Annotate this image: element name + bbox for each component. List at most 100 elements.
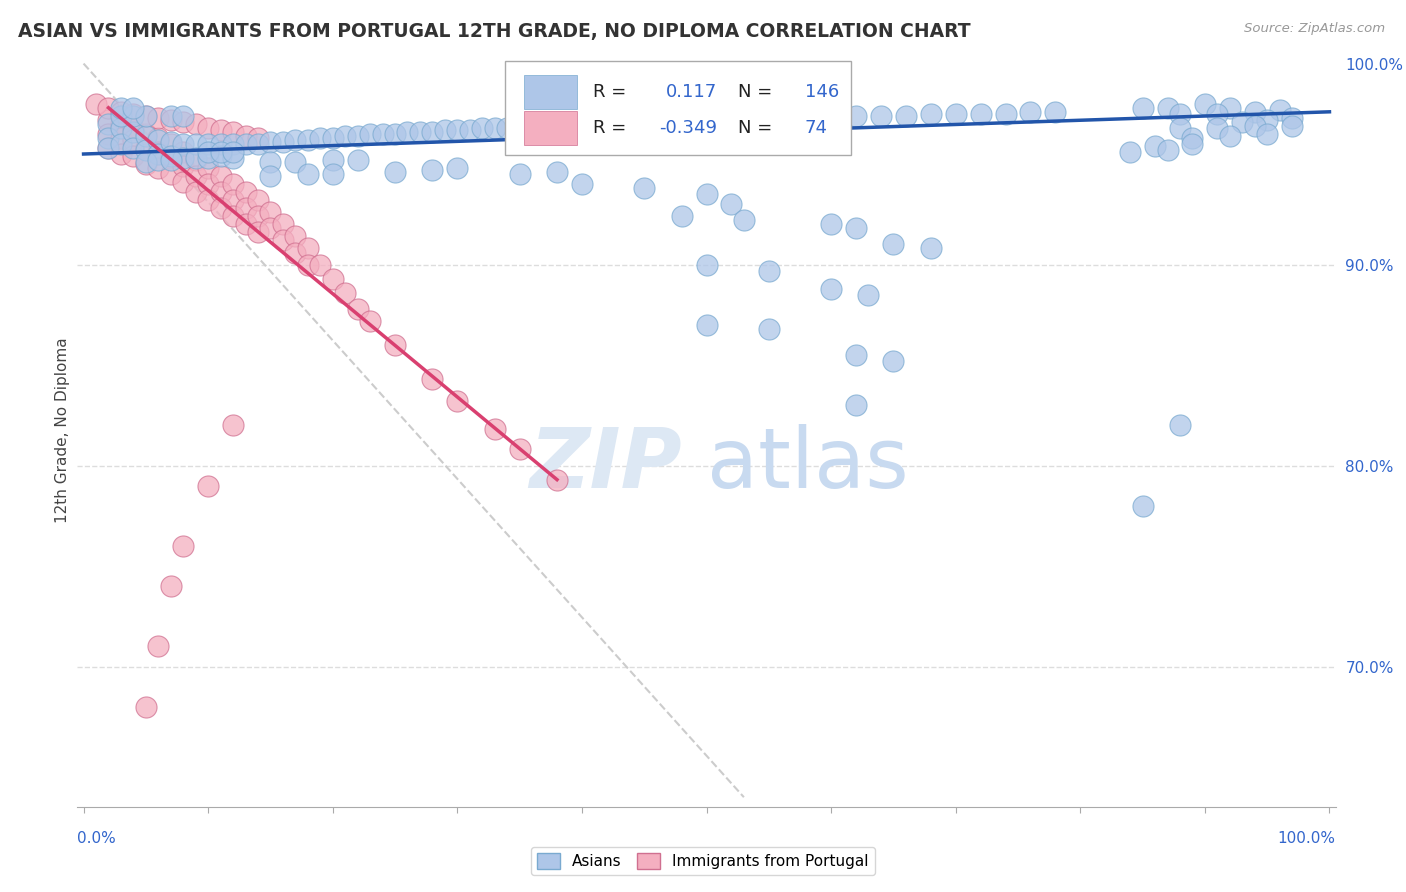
Text: 0.0%: 0.0% bbox=[77, 831, 117, 847]
Point bbox=[409, 125, 432, 139]
Point bbox=[222, 145, 245, 159]
Point bbox=[97, 141, 120, 155]
Point bbox=[148, 153, 170, 167]
Point bbox=[172, 109, 194, 123]
Point bbox=[122, 101, 145, 115]
Point bbox=[110, 147, 132, 161]
Point bbox=[335, 285, 357, 300]
Point bbox=[520, 119, 543, 133]
Point bbox=[271, 135, 294, 149]
Point bbox=[496, 120, 519, 135]
Point bbox=[235, 218, 257, 232]
Point bbox=[509, 442, 531, 457]
Text: 74: 74 bbox=[804, 120, 828, 137]
Point bbox=[246, 136, 269, 151]
Point bbox=[235, 136, 257, 151]
Point bbox=[122, 109, 145, 123]
Point bbox=[184, 153, 207, 167]
Point bbox=[845, 109, 868, 123]
Point bbox=[1219, 101, 1241, 115]
Point bbox=[122, 107, 145, 121]
Point bbox=[845, 221, 868, 235]
Point bbox=[1232, 115, 1254, 129]
Point bbox=[110, 136, 132, 151]
Point bbox=[1168, 120, 1191, 135]
Text: 0.117: 0.117 bbox=[666, 83, 717, 101]
Point bbox=[322, 167, 344, 181]
Point bbox=[222, 418, 245, 433]
Point bbox=[509, 167, 531, 181]
Point bbox=[335, 128, 357, 143]
Point bbox=[209, 123, 232, 137]
Text: -0.349: -0.349 bbox=[658, 120, 717, 137]
Text: ZIP: ZIP bbox=[529, 424, 682, 505]
Point bbox=[633, 181, 655, 195]
Point bbox=[546, 165, 568, 179]
Text: atlas: atlas bbox=[707, 424, 908, 505]
Point bbox=[209, 169, 232, 183]
Point bbox=[620, 115, 643, 129]
Point bbox=[148, 640, 170, 654]
Point bbox=[396, 125, 419, 139]
Point bbox=[1144, 139, 1167, 153]
Text: N =: N = bbox=[738, 83, 772, 101]
Point bbox=[720, 197, 742, 211]
Point bbox=[209, 136, 232, 151]
Point bbox=[371, 127, 394, 141]
Point bbox=[271, 218, 294, 232]
Point bbox=[1194, 96, 1216, 111]
Point bbox=[571, 117, 593, 131]
Point bbox=[97, 112, 120, 127]
Point bbox=[122, 133, 145, 147]
Point bbox=[122, 141, 145, 155]
Point bbox=[159, 112, 181, 127]
Point bbox=[148, 145, 170, 159]
Point bbox=[197, 478, 219, 492]
Text: 100.0%: 100.0% bbox=[1278, 831, 1336, 847]
Point bbox=[235, 202, 257, 216]
Point bbox=[1206, 107, 1229, 121]
Point bbox=[458, 123, 481, 137]
Point bbox=[720, 112, 742, 127]
Point bbox=[794, 111, 817, 125]
Point bbox=[246, 193, 269, 207]
Point bbox=[571, 177, 593, 191]
Point bbox=[209, 202, 232, 216]
Point bbox=[135, 109, 157, 123]
Point bbox=[446, 161, 468, 175]
Point bbox=[696, 112, 718, 127]
Point bbox=[384, 127, 406, 141]
Text: R =: R = bbox=[593, 120, 627, 137]
Point bbox=[322, 153, 344, 167]
Point bbox=[1156, 101, 1178, 115]
Point bbox=[1243, 119, 1265, 133]
Point bbox=[284, 133, 307, 147]
Point bbox=[309, 258, 332, 272]
Point bbox=[384, 165, 406, 179]
Point bbox=[297, 242, 319, 256]
Point bbox=[882, 354, 904, 368]
Point bbox=[135, 141, 157, 155]
Point bbox=[870, 109, 893, 123]
Point bbox=[696, 258, 718, 272]
Point bbox=[110, 104, 132, 119]
Point bbox=[122, 149, 145, 163]
Point bbox=[346, 153, 368, 167]
Text: 146: 146 bbox=[804, 83, 839, 101]
Point bbox=[1132, 101, 1154, 115]
Point bbox=[259, 205, 281, 219]
Point bbox=[297, 258, 319, 272]
Point bbox=[135, 157, 157, 171]
Point bbox=[222, 177, 245, 191]
Point bbox=[110, 109, 132, 123]
Point bbox=[284, 229, 307, 244]
Point bbox=[533, 119, 555, 133]
Point bbox=[222, 136, 245, 151]
Point bbox=[222, 193, 245, 207]
Point bbox=[297, 133, 319, 147]
Point bbox=[235, 128, 257, 143]
Point bbox=[159, 136, 181, 151]
Point bbox=[172, 159, 194, 173]
Point bbox=[1181, 131, 1204, 145]
Point bbox=[1256, 112, 1278, 127]
